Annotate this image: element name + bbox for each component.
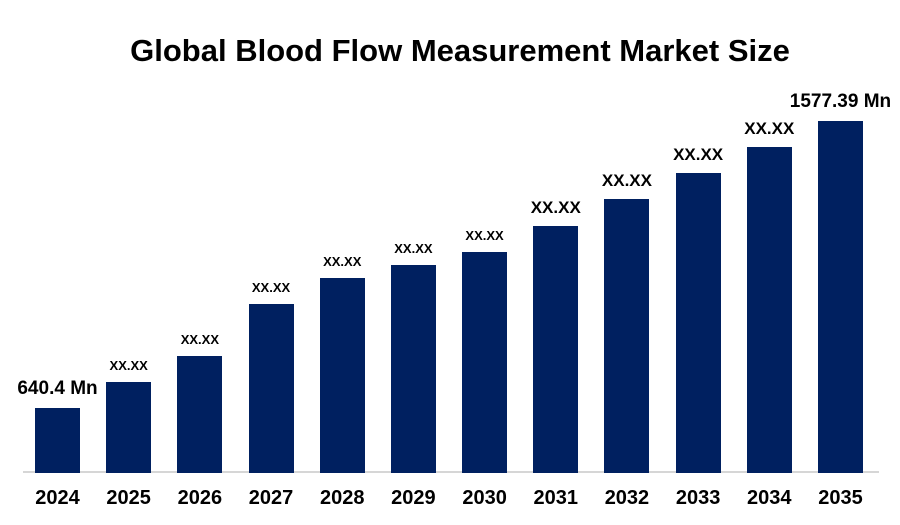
bar-2028 [319, 278, 365, 473]
x-axis-tick-label-2035: 2035 [818, 487, 863, 509]
x-axis-tick-label-2027: 2027 [248, 487, 294, 509]
x-axis-tick-label-2034: 2034 [747, 487, 792, 509]
x-axis-tick-label-2029: 2029 [391, 487, 436, 509]
bar-value-label-2027: XX.XX [251, 280, 291, 296]
bar-2025 [106, 382, 152, 473]
x-axis-tick-label-2026: 2026 [177, 487, 223, 509]
bar-2035 [817, 121, 863, 473]
bar-2024 [35, 408, 80, 473]
bar-value-label-2025: XX.XX [109, 358, 148, 374]
bar-value-label-2024: 640.4 Mn [17, 378, 98, 400]
bar-2026 [177, 356, 223, 473]
x-axis-tick-label-2025: 2025 [106, 487, 151, 509]
x-axis-tick-label-2030: 2030 [462, 487, 507, 509]
bar-value-label-2033: XX.XX [673, 145, 724, 165]
bar-2033 [675, 173, 721, 473]
bar-value-label-2026: XX.XX [180, 332, 220, 348]
chart-title: Global Blood Flow Measurement Market Siz… [130, 33, 790, 68]
bar-value-label-2030: XX.XX [465, 228, 504, 244]
bar-2032 [604, 199, 650, 473]
bar-value-label-2031: XX.XX [530, 198, 581, 218]
bar-2031 [533, 226, 579, 473]
x-axis-tick-label-2031: 2031 [533, 487, 579, 509]
bar-value-label-2032: XX.XX [601, 171, 652, 191]
x-axis-line [23, 471, 879, 473]
x-axis-tick-label-2033: 2033 [675, 487, 721, 509]
bar-value-label-2034: XX.XX [744, 119, 795, 139]
bar-value-label-2035: 1577.39 Mn [789, 91, 892, 113]
bar-value-label-2028: XX.XX [323, 254, 362, 270]
bar-value-label-2029: XX.XX [394, 241, 433, 257]
bar-2034 [746, 147, 792, 473]
bar-2029 [390, 265, 436, 473]
x-axis-tick-label-2032: 2032 [604, 487, 650, 509]
bar-2027 [248, 304, 294, 473]
x-axis-tick-label-2024: 2024 [35, 487, 80, 509]
x-axis-tick-label-2028: 2028 [319, 487, 365, 509]
bar-2030 [462, 252, 508, 473]
